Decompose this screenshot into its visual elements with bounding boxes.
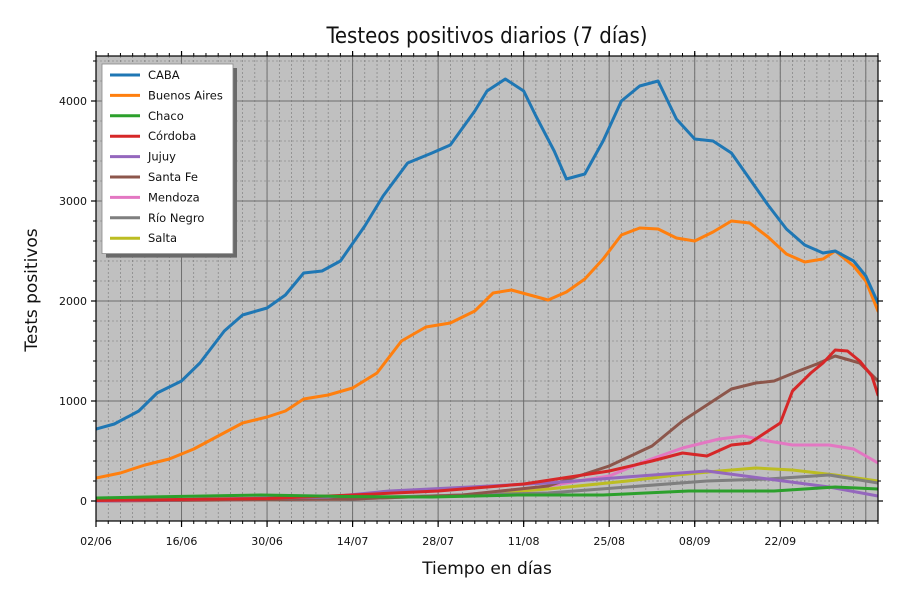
y-tick-label: 0 xyxy=(80,495,87,508)
legend-label: Jujuy xyxy=(147,150,176,164)
x-tick-label: 25/08 xyxy=(593,535,625,548)
chart-title: Testeos positivos diarios (7 días) xyxy=(326,24,648,49)
y-tick-label: 2000 xyxy=(59,295,87,308)
x-tick-label: 11/08 xyxy=(508,535,540,548)
y-tick-label: 4000 xyxy=(59,95,87,108)
legend-label: Salta xyxy=(148,231,177,245)
x-axis-label: Tiempo en días xyxy=(421,559,552,579)
series-line-chaco xyxy=(96,485,878,500)
legend-label: Buenos Aires xyxy=(148,88,223,102)
legend-label: Río Negro xyxy=(148,211,204,225)
x-tick-label: 30/06 xyxy=(251,535,283,548)
legend: CABA Buenos Aires Chaco Córdoba Jujuy Santa F… xyxy=(101,63,237,258)
x-tick-label: 28/07 xyxy=(422,535,454,548)
x-tick-label: 08/09 xyxy=(679,535,711,548)
x-tick-label: 02/06 xyxy=(80,535,112,548)
y-tick-label: 1000 xyxy=(59,395,87,408)
legend-label: Santa Fe xyxy=(148,170,198,184)
series-lines xyxy=(96,77,878,503)
axes: 0 1000 2000 3000 4000 02/06 16/06 30/06 14/07 28/… xyxy=(59,51,883,548)
y-axis-label: Tests positivos xyxy=(22,228,42,352)
series-line-córdoba xyxy=(96,348,878,502)
y-tick-label: 3000 xyxy=(59,195,87,208)
series-line-caba xyxy=(96,77,878,431)
x-tick-label: 16/06 xyxy=(166,535,198,548)
legend-label: Córdoba xyxy=(148,129,196,143)
legend-label: Chaco xyxy=(148,109,184,123)
legend-label: Mendoza xyxy=(148,190,200,204)
legend-label: CABA xyxy=(148,68,180,82)
x-tick-label: 22/09 xyxy=(764,535,796,548)
series-line-buenos-aires xyxy=(96,219,878,480)
x-tick-label: 14/07 xyxy=(337,535,369,548)
